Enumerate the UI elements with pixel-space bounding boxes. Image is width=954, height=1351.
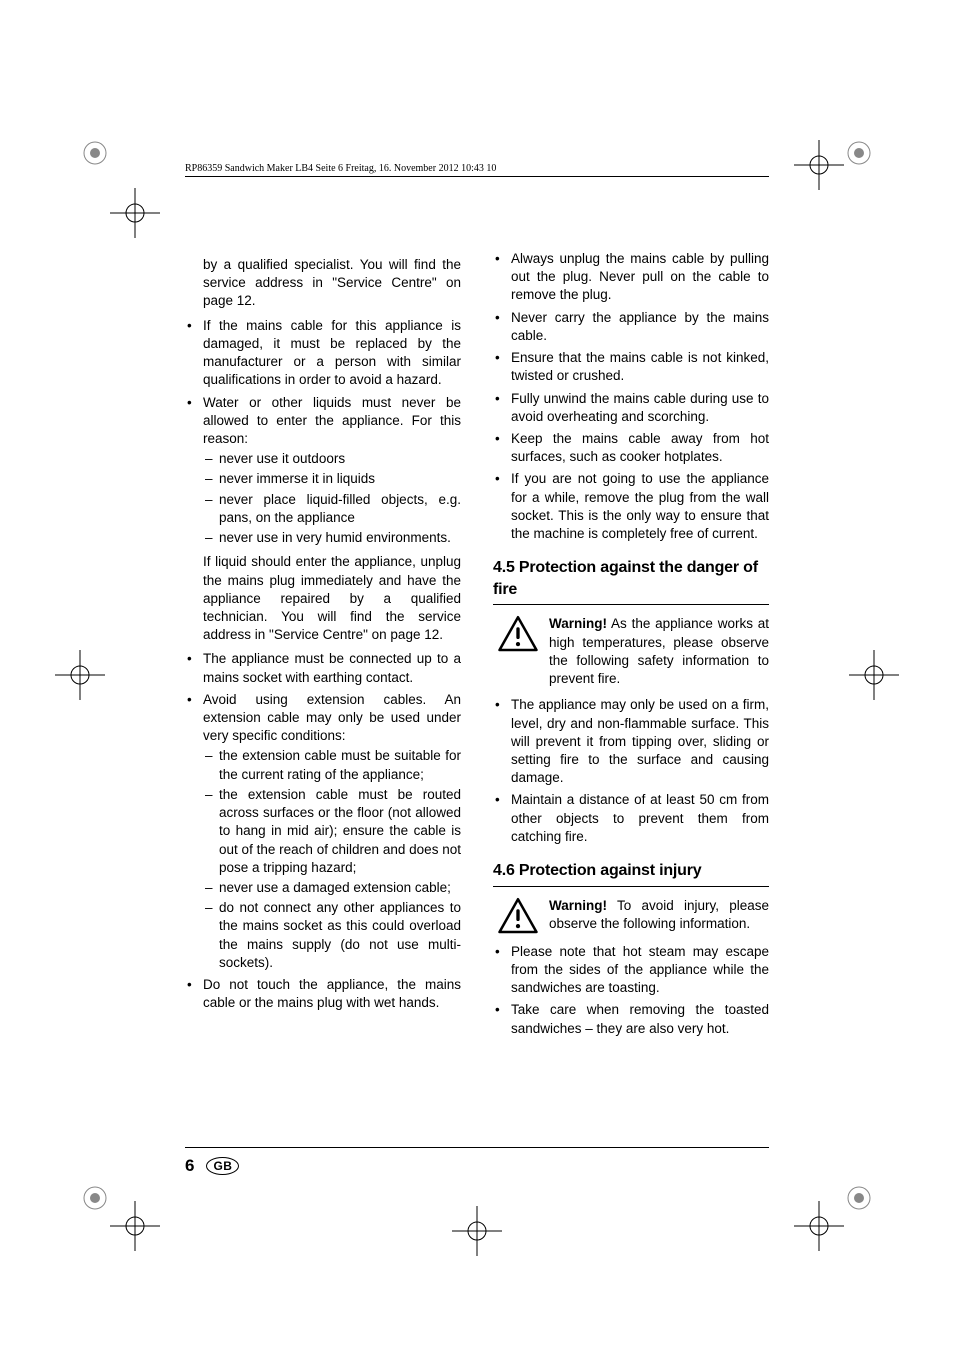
page-number: 6: [185, 1156, 194, 1176]
list-item: Ensure that the mains cable is not kinke…: [493, 349, 769, 385]
print-header: RP86359 Sandwich Maker LB4 Seite 6 Freit…: [185, 163, 769, 177]
warning-triangle-icon: [497, 897, 539, 935]
list-item: If the mains cable for this appliance is…: [185, 317, 461, 390]
warning-label: Warning!: [549, 898, 607, 913]
crop-mark-icon: [55, 650, 105, 700]
crop-mark-icon: [794, 140, 844, 190]
warning-triangle-icon: [497, 615, 539, 653]
list-item: never use a damaged extension cable;: [203, 879, 461, 897]
list-item: Always unplug the mains cable by pulling…: [493, 250, 769, 305]
list-item-text: Avoid using extension cables. An extensi…: [203, 692, 461, 743]
list-item: Fully unwind the mains cable during use …: [493, 390, 769, 426]
list-item: the extension cable must be routed acros…: [203, 786, 461, 877]
list-item: never place liquid-filled objects, e.g. …: [203, 491, 461, 527]
crop-mark-icon: [110, 1201, 160, 1251]
right-column: Always unplug the mains cable by pulling…: [493, 250, 769, 1141]
followup-paragraph: If liquid should enter the appliance, un…: [203, 553, 461, 644]
dash-sublist: the extension cable must be suitable for…: [203, 747, 461, 972]
warning-block-injury: Warning! To avoid injury, please observe…: [493, 897, 769, 935]
list-item: Avoid using extension cables. An extensi…: [185, 691, 461, 972]
warning-text: Warning! As the appliance works at high …: [549, 615, 769, 688]
crop-mark-icon: [452, 1206, 502, 1256]
warning-text: Warning! To avoid injury, please observe…: [549, 897, 769, 933]
crop-mark-icon: [70, 128, 120, 178]
dash-sublist: never use it outdoors never immerse it i…: [203, 450, 461, 547]
section-heading-4-6: 4.6 Protection against injury: [493, 860, 769, 887]
crop-mark-icon: [849, 650, 899, 700]
list-item: Do not touch the appliance, the mains ca…: [185, 976, 461, 1012]
list-item: the extension cable must be suitable for…: [203, 747, 461, 783]
crop-mark-icon: [794, 1201, 844, 1251]
list-item: Never carry the appliance by the mains c…: [493, 309, 769, 345]
page-footer: 6 GB: [185, 1147, 769, 1176]
warning-label: Warning!: [549, 616, 607, 631]
left-column: by a qualified specialist. You will find…: [185, 250, 461, 1141]
crop-mark-icon: [110, 188, 160, 238]
list-item: Maintain a distance of at least 50 cm fr…: [493, 791, 769, 846]
injury-bullets: Please note that hot steam may escape fr…: [493, 943, 769, 1038]
list-item: never use in very humid environments.: [203, 529, 461, 547]
safety-bullets-left: If the mains cable for this appliance is…: [185, 317, 461, 1013]
warning-block-fire: Warning! As the appliance works at high …: [493, 615, 769, 688]
list-item: never use it outdoors: [203, 450, 461, 468]
list-item: Please note that hot steam may escape fr…: [493, 943, 769, 998]
list-item: Take care when removing the toasted sand…: [493, 1001, 769, 1037]
list-item: Keep the mains cable away from hot surfa…: [493, 430, 769, 466]
section-heading-4-5: 4.5 Protection against the danger of fir…: [493, 557, 769, 605]
list-item-text: Water or other liquids must never be all…: [203, 395, 461, 446]
safety-bullets-right-top: Always unplug the mains cable by pulling…: [493, 250, 769, 543]
continuation-paragraph: by a qualified specialist. You will find…: [185, 256, 461, 311]
list-item: If you are not going to use the applianc…: [493, 470, 769, 543]
list-item: The appliance may only be used on a firm…: [493, 696, 769, 787]
page-body: by a qualified specialist. You will find…: [185, 250, 769, 1141]
list-item: The appliance must be connected up to a …: [185, 650, 461, 686]
list-item: never immerse it in liquids: [203, 470, 461, 488]
list-item: do not connect any other appliances to t…: [203, 899, 461, 972]
list-item: Water or other liquids must never be all…: [185, 394, 461, 645]
language-badge: GB: [206, 1157, 239, 1175]
fire-bullets: The appliance may only be used on a firm…: [493, 696, 769, 846]
